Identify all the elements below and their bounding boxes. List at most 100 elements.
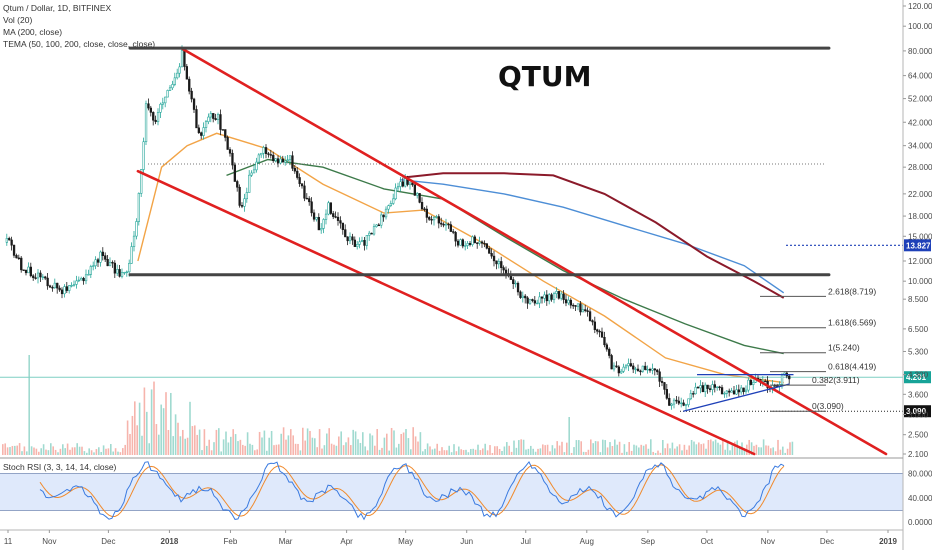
candlesticks: [5, 45, 791, 411]
candle-body: [560, 293, 563, 299]
volume-bar: [558, 445, 561, 455]
volume-bar: [162, 408, 165, 455]
candle-body: [668, 397, 671, 406]
volume-bar: [640, 444, 642, 455]
volume-bar: [251, 444, 254, 455]
candle-body: [603, 336, 606, 346]
candle-body: [572, 304, 575, 307]
volume-bar: [326, 433, 328, 455]
candle-body: [428, 217, 431, 220]
volume-bar: [254, 450, 256, 455]
stoch-tick-label: 0.0000: [908, 518, 932, 527]
candle-body: [591, 320, 594, 323]
candle-body: [10, 239, 13, 246]
candle-body: [92, 265, 95, 267]
candle-body: [687, 398, 690, 406]
volume-bar: [479, 450, 482, 455]
volume-bar: [357, 439, 359, 455]
candle-body: [298, 177, 301, 184]
volume-bar: [604, 440, 606, 455]
candle-body: [358, 241, 361, 245]
price-tick-label: 5.300: [908, 347, 929, 356]
candle-body: [732, 390, 736, 395]
candle-body: [310, 201, 313, 214]
price-tick-label: 34.000: [908, 142, 932, 151]
candle-body: [627, 363, 630, 367]
candle-body: [660, 381, 664, 383]
candle-body: [747, 379, 750, 391]
candle-body: [456, 240, 460, 246]
volume-bar: [318, 429, 321, 455]
volume-bar: [592, 443, 594, 455]
price-tick-label: 120.000: [908, 2, 932, 11]
candle-body: [564, 299, 568, 304]
candle-body: [375, 224, 378, 227]
candle-body: [704, 384, 707, 393]
candle-body: [540, 296, 544, 299]
volume-bar: [189, 401, 191, 455]
volume-bar: [23, 446, 26, 455]
volume-bar: [755, 444, 758, 455]
volume-bar: [438, 450, 441, 455]
price-tick-label: 6.500: [908, 325, 929, 334]
candle-body: [75, 280, 78, 285]
candle-body: [178, 66, 181, 74]
candle-body: [516, 282, 520, 293]
candle-body: [370, 232, 373, 235]
volume-bar: [645, 444, 647, 455]
volume-bar: [38, 451, 40, 455]
price-badge: [904, 371, 931, 384]
candle-body: [377, 224, 381, 227]
candle-body: [39, 272, 42, 278]
price-tick-label: 10.000: [908, 277, 932, 286]
volume-bar: [410, 449, 412, 455]
candle-body: [315, 217, 318, 220]
candle-body: [108, 261, 112, 267]
volume-bar: [534, 451, 537, 455]
candle-body: [243, 198, 246, 207]
candle-body: [720, 387, 724, 395]
volume-bar: [263, 430, 266, 455]
time-tick-label: Jun: [460, 537, 473, 546]
price-tick-label: 12.000: [908, 257, 932, 266]
candle-body: [360, 240, 364, 243]
candle-body: [341, 222, 345, 230]
volume-bar: [374, 445, 376, 455]
candle-body: [20, 257, 23, 271]
candle-body: [22, 269, 25, 271]
volume-bar: [42, 444, 45, 455]
candle-body: [528, 299, 532, 304]
volume-bar: [119, 452, 122, 455]
volume-bar: [544, 445, 546, 455]
ma-line: [226, 158, 784, 355]
candle-body: [106, 259, 109, 267]
candle-body: [504, 269, 508, 274]
candle-body: [584, 309, 587, 312]
volume-bar: [542, 444, 544, 455]
volume-bar: [465, 449, 467, 455]
volume-bar: [268, 437, 270, 455]
candle-body: [192, 98, 196, 110]
volume-bar: [83, 451, 86, 455]
candle-body: [521, 295, 525, 298]
volume-bar: [64, 448, 66, 455]
volume-bar: [662, 440, 664, 455]
candle-body: [488, 247, 491, 254]
volume-bar: [227, 442, 230, 455]
volume-bar: [66, 443, 69, 455]
candle-body: [260, 152, 263, 156]
volume-bar: [170, 392, 172, 455]
volume-bar: [510, 451, 513, 455]
volume-bar: [767, 445, 770, 455]
candle-body: [543, 294, 546, 299]
volume-bar: [611, 446, 614, 455]
candle-body: [641, 365, 645, 372]
volume-bar: [738, 447, 741, 455]
volume-bar: [177, 422, 179, 455]
volume-bar: [477, 444, 479, 455]
volume-bar: [14, 445, 16, 455]
candle-body: [168, 87, 172, 91]
volume-bar: [470, 448, 472, 455]
volume-bar: [194, 425, 196, 455]
volume-bar: [21, 451, 23, 455]
